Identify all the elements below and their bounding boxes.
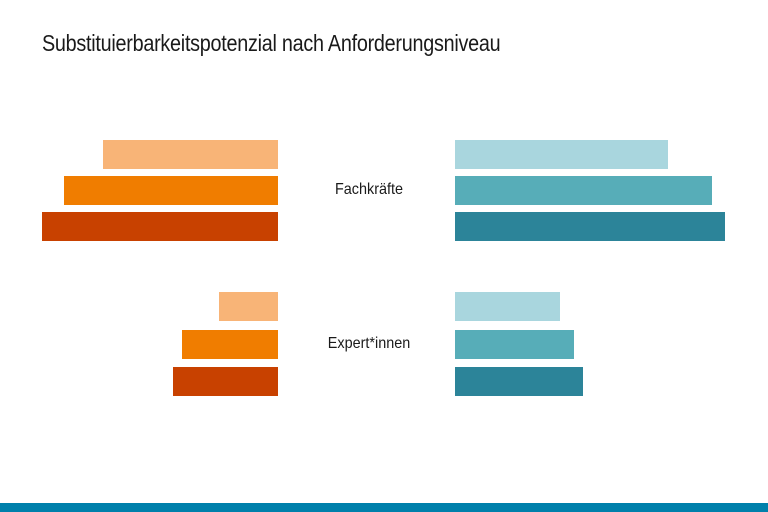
- bar-right-3: [455, 212, 725, 241]
- bar-right-2: [455, 176, 712, 205]
- bar-left-1: [103, 140, 278, 169]
- bar-right-1: [455, 292, 560, 321]
- bar-right-2: [455, 329, 574, 359]
- bar-right-3: [455, 367, 583, 396]
- bar-left-2: [64, 176, 278, 205]
- bar-left-3: [173, 367, 278, 396]
- category-label: Fachkräfte: [334, 181, 404, 198]
- bar-left-2: [182, 329, 278, 359]
- bar-right-1: [455, 140, 668, 169]
- category-label: Expert*innen: [327, 334, 411, 352]
- bar-left-3: [42, 212, 278, 241]
- bar-left-1: [219, 292, 278, 321]
- chart-title: Substituierbarkeitspotenzial nach Anford…: [42, 30, 501, 56]
- footer-accent-bar: [0, 503, 768, 512]
